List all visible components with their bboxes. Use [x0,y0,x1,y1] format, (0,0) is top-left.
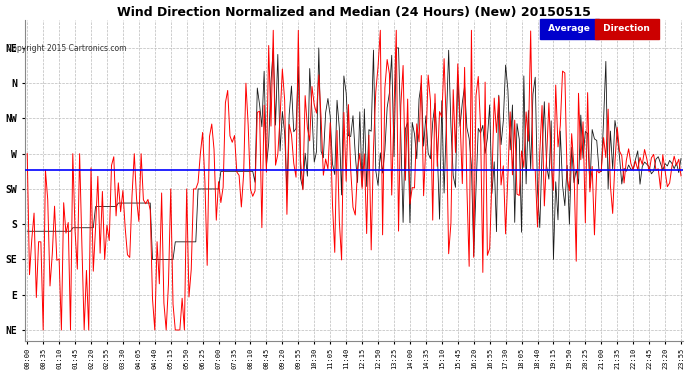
Text: Average: Average [545,24,593,33]
Text: Direction: Direction [600,24,653,33]
Text: Copyright 2015 Cartronics.com: Copyright 2015 Cartronics.com [7,44,126,52]
Title: Wind Direction Normalized and Median (24 Hours) (New) 20150515: Wind Direction Normalized and Median (24… [117,6,591,18]
